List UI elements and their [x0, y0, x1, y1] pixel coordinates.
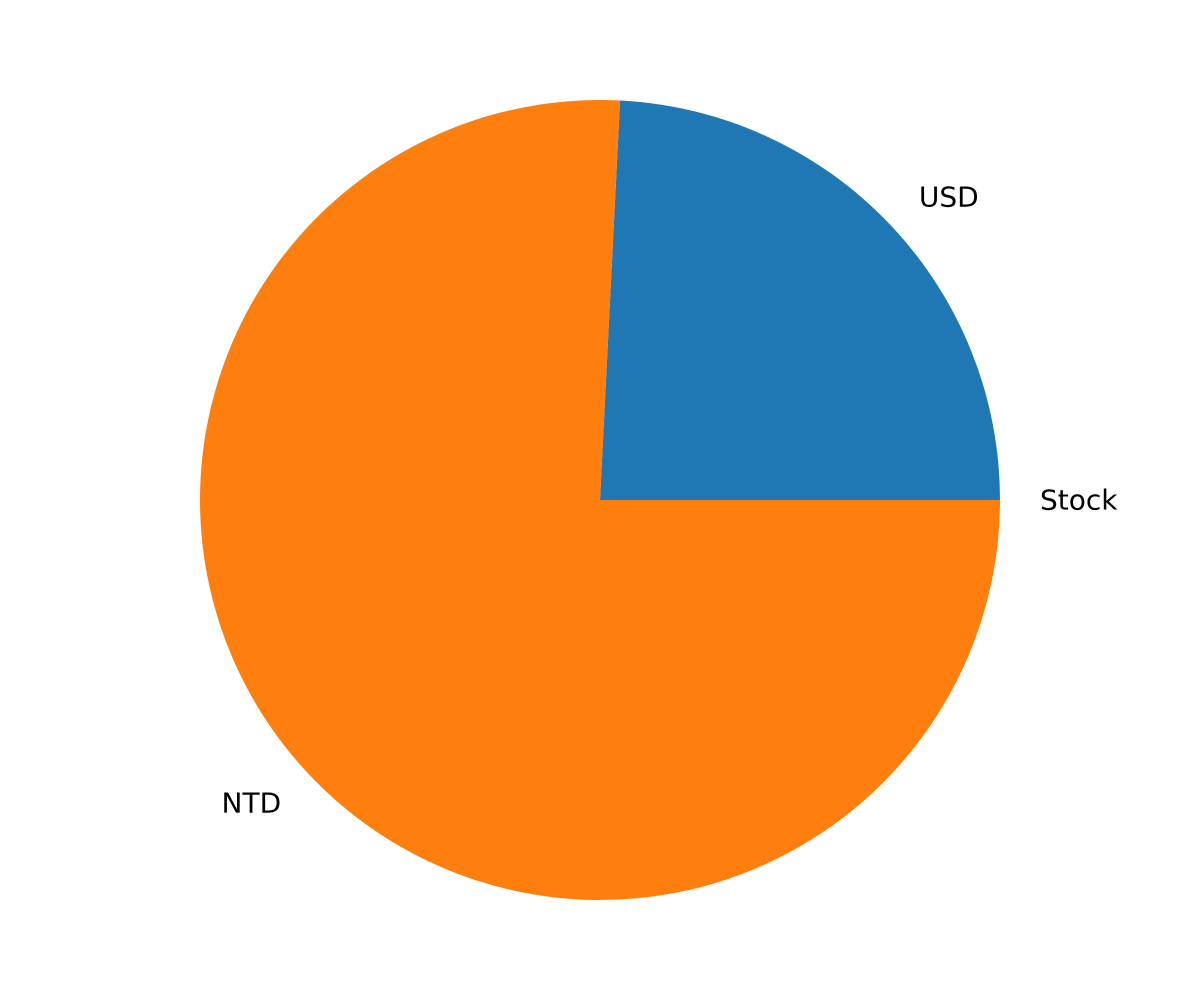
pie-label-usd: USD — [919, 180, 979, 213]
pie-slice-ntd — [200, 100, 1000, 900]
pie-label-stock: Stock — [1040, 484, 1118, 517]
pie-labels: Stock USD NTD — [222, 180, 1119, 819]
pie-label-ntd: NTD — [222, 787, 282, 820]
pie-slice-usd — [600, 100, 1000, 500]
pie-slices — [200, 100, 1000, 900]
